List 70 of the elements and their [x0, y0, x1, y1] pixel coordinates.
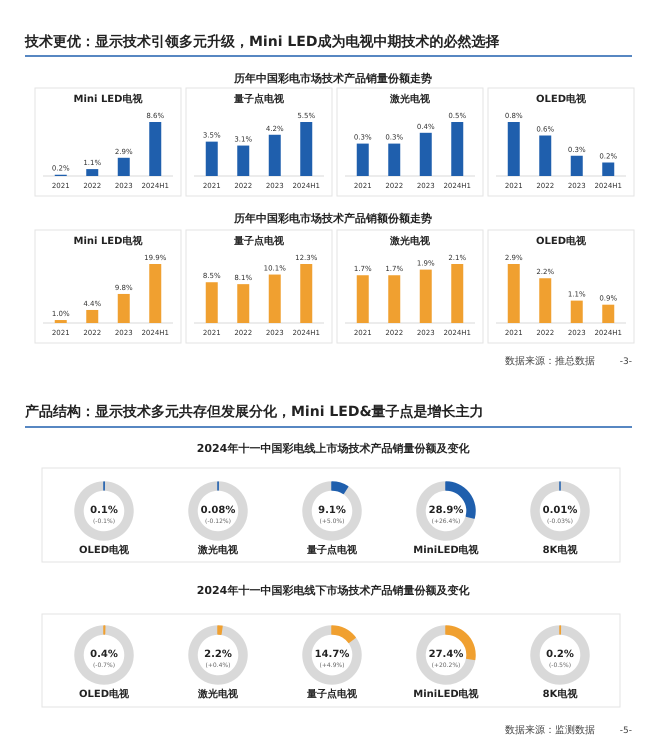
bar — [602, 304, 614, 323]
bar — [539, 278, 552, 323]
chart-title: 量子点电视 — [233, 93, 285, 105]
text: OLED电视 — [78, 544, 130, 556]
text: 历年中国彩电市场技术产品销额份额走势 — [233, 212, 432, 225]
donut-slice — [416, 625, 476, 685]
bar — [237, 284, 250, 323]
chart-title: OLED电视 — [536, 235, 587, 247]
bar — [570, 156, 583, 176]
chart-title: 激光电视 — [389, 93, 431, 105]
donut-slice — [416, 481, 475, 541]
bar — [86, 169, 98, 176]
donut-slice — [217, 625, 223, 635]
data-label: 0.08% — [200, 505, 236, 516]
text: 量子点电视 — [306, 544, 358, 556]
text: -5- — [620, 726, 632, 736]
donut-slice — [74, 625, 134, 685]
donut-slice — [188, 625, 248, 685]
bar — [508, 264, 520, 323]
bar — [118, 158, 130, 176]
donut-slice — [331, 625, 356, 644]
data-label: 0.2% — [546, 649, 574, 660]
donut-slice — [331, 481, 348, 494]
bar — [237, 146, 250, 176]
bar — [539, 136, 552, 176]
text: 激光电视 — [197, 544, 239, 556]
source-note: 数据来源：推总数据 — [505, 355, 595, 367]
data-label: 0.01% — [542, 505, 578, 516]
data-label: 9.1% — [318, 505, 346, 516]
text: 历年中国彩电市场技术产品销量份额走势 — [233, 72, 432, 85]
text: MiniLED电视 — [413, 544, 480, 556]
bar — [300, 264, 312, 323]
text: 激光电视 — [197, 688, 239, 700]
text: -3- — [620, 357, 632, 367]
data-label: 28.9% — [428, 505, 464, 516]
chart-title: Mini LED电视 — [74, 235, 144, 247]
text: 2024年十一中国彩电线下市场技术产品销量份额及变化 — [196, 584, 470, 597]
text: 技术更优：显示技术引领多元升级，Mini LED成为电视中期技术的必然选择 — [24, 33, 500, 50]
data-label: 0.1% — [90, 505, 118, 516]
text: 量子点电视 — [306, 688, 358, 700]
bar — [508, 122, 520, 176]
bar — [570, 300, 583, 323]
source-note: 数据来源：监测数据 — [505, 724, 595, 736]
bar — [300, 122, 312, 176]
text: MiniLED电视 — [413, 688, 480, 700]
data-label: 14.7% — [314, 649, 350, 660]
chart-title: OLED电视 — [536, 93, 587, 105]
text: 8K电视 — [542, 688, 578, 700]
text: OLED电视 — [78, 688, 130, 700]
bar — [149, 264, 162, 323]
bar — [268, 134, 281, 176]
donut-slice — [302, 625, 362, 685]
bar — [149, 122, 162, 176]
donut-slice — [302, 481, 362, 541]
data-label: 2.2% — [204, 649, 232, 660]
data-label: 27.4% — [428, 649, 464, 660]
chart-title: Mini LED电视 — [74, 93, 144, 105]
data-label: 0.4% — [90, 649, 118, 660]
text: 产品结构：显示技术多元共存但发展分化，Mini LED&量子点是增长主力 — [24, 403, 484, 420]
chart-title: 激光电视 — [389, 235, 431, 247]
bar — [602, 162, 614, 176]
bar — [118, 294, 130, 323]
text: 2024年十一中国彩电线上市场技术产品销量份额及变化 — [196, 442, 470, 455]
text: 8K电视 — [542, 544, 578, 556]
bar — [206, 142, 218, 176]
bar — [268, 274, 281, 323]
bar — [206, 282, 218, 323]
chart-title: 量子点电视 — [233, 235, 285, 247]
bar — [86, 310, 98, 323]
bar — [54, 320, 67, 323]
